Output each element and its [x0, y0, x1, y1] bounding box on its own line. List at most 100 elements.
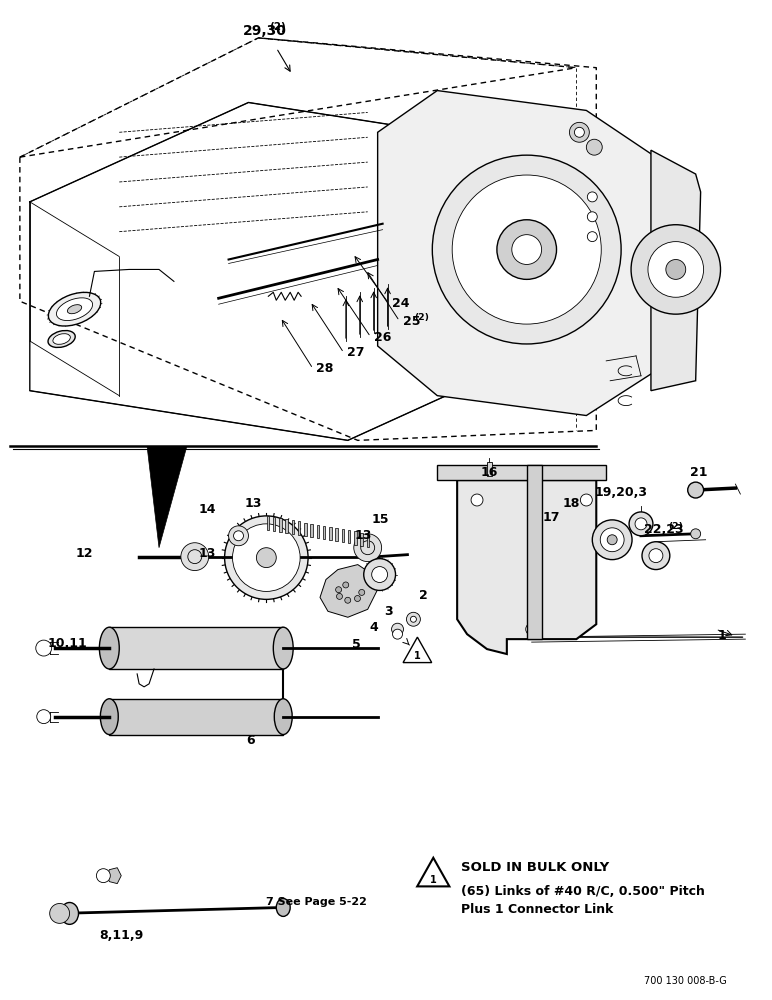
Text: 13: 13 [355, 529, 372, 542]
Ellipse shape [274, 699, 292, 735]
Circle shape [581, 494, 592, 506]
Text: 1: 1 [717, 629, 726, 642]
Bar [317, 525, 319, 538]
Circle shape [587, 139, 602, 155]
Circle shape [691, 529, 701, 539]
Ellipse shape [273, 627, 293, 669]
Circle shape [407, 612, 421, 626]
Circle shape [592, 520, 632, 560]
Circle shape [587, 212, 598, 222]
Bar [266, 516, 269, 530]
Bar [329, 527, 332, 540]
Bar [342, 529, 344, 542]
Circle shape [631, 225, 720, 314]
Ellipse shape [100, 627, 119, 669]
Circle shape [345, 597, 350, 603]
Circle shape [229, 526, 249, 546]
Circle shape [471, 494, 483, 506]
Text: 21: 21 [689, 466, 707, 479]
Text: 14: 14 [198, 503, 216, 516]
Polygon shape [378, 91, 656, 416]
Circle shape [635, 518, 647, 530]
Circle shape [432, 155, 621, 344]
Circle shape [587, 192, 598, 202]
Circle shape [49, 903, 69, 923]
Text: 13: 13 [245, 497, 262, 510]
Circle shape [587, 232, 598, 242]
Circle shape [574, 127, 584, 137]
Circle shape [232, 524, 300, 591]
Circle shape [629, 512, 653, 536]
Text: 1: 1 [414, 651, 421, 661]
Bar [336, 528, 338, 541]
Text: 17: 17 [543, 511, 560, 524]
Bar [323, 526, 326, 539]
Polygon shape [487, 462, 492, 476]
Polygon shape [403, 637, 432, 663]
Ellipse shape [276, 899, 290, 916]
Text: 13: 13 [198, 547, 216, 560]
Circle shape [37, 710, 51, 724]
Text: 700 130 008-B-G: 700 130 008-B-G [644, 976, 726, 986]
Text: 22,23: 22,23 [644, 523, 684, 536]
Text: 19,20,3: 19,20,3 [594, 486, 647, 499]
Bar [348, 530, 350, 543]
Circle shape [188, 550, 201, 564]
Circle shape [649, 549, 663, 563]
Circle shape [512, 235, 542, 264]
Bar [279, 518, 282, 532]
Bar [367, 534, 369, 547]
Text: 10,11: 10,11 [48, 637, 87, 650]
Circle shape [337, 593, 343, 599]
Circle shape [411, 616, 416, 622]
Bar [273, 517, 276, 531]
Text: (2): (2) [669, 522, 683, 531]
Circle shape [361, 541, 374, 555]
Text: 12: 12 [76, 547, 93, 560]
Text: 5: 5 [352, 638, 361, 651]
Text: 29,30: 29,30 [242, 24, 286, 38]
Circle shape [336, 587, 341, 593]
Circle shape [343, 582, 349, 588]
Circle shape [359, 589, 364, 595]
Polygon shape [437, 465, 606, 480]
Circle shape [452, 175, 601, 324]
Bar [361, 533, 363, 546]
Text: (65) Links of #40 R/C, 0.500" Pitch: (65) Links of #40 R/C, 0.500" Pitch [461, 885, 705, 898]
Bar [298, 521, 300, 535]
Circle shape [234, 531, 243, 541]
Text: (2): (2) [269, 22, 286, 32]
Circle shape [225, 516, 308, 599]
Text: 1: 1 [430, 875, 437, 885]
Polygon shape [147, 446, 187, 548]
Text: Plus 1 Connector Link: Plus 1 Connector Link [461, 903, 614, 916]
Circle shape [665, 259, 686, 279]
Text: SOLD IN BULK ONLY: SOLD IN BULK ONLY [461, 861, 609, 874]
Ellipse shape [48, 331, 75, 347]
Text: 18: 18 [563, 497, 580, 510]
Bar [304, 523, 306, 536]
Text: (2): (2) [414, 313, 428, 322]
Text: 4: 4 [370, 621, 378, 634]
Text: 15: 15 [371, 513, 389, 526]
Circle shape [648, 242, 703, 297]
Circle shape [36, 640, 52, 656]
Circle shape [354, 534, 381, 562]
Text: 8,11,9: 8,11,9 [100, 929, 144, 942]
Bar [310, 524, 313, 537]
Circle shape [364, 559, 395, 590]
Polygon shape [320, 565, 378, 617]
Circle shape [688, 482, 703, 498]
Bar [292, 520, 294, 534]
Polygon shape [417, 858, 449, 886]
Bar [354, 531, 357, 545]
Text: 7 See Page 5-22: 7 See Page 5-22 [266, 897, 367, 907]
Polygon shape [457, 480, 596, 654]
Text: 28: 28 [316, 362, 334, 375]
Circle shape [181, 543, 208, 571]
Text: 2: 2 [419, 589, 428, 602]
Text: 6: 6 [246, 734, 255, 747]
Text: 27: 27 [347, 346, 364, 359]
Circle shape [392, 629, 402, 639]
Circle shape [371, 567, 388, 582]
